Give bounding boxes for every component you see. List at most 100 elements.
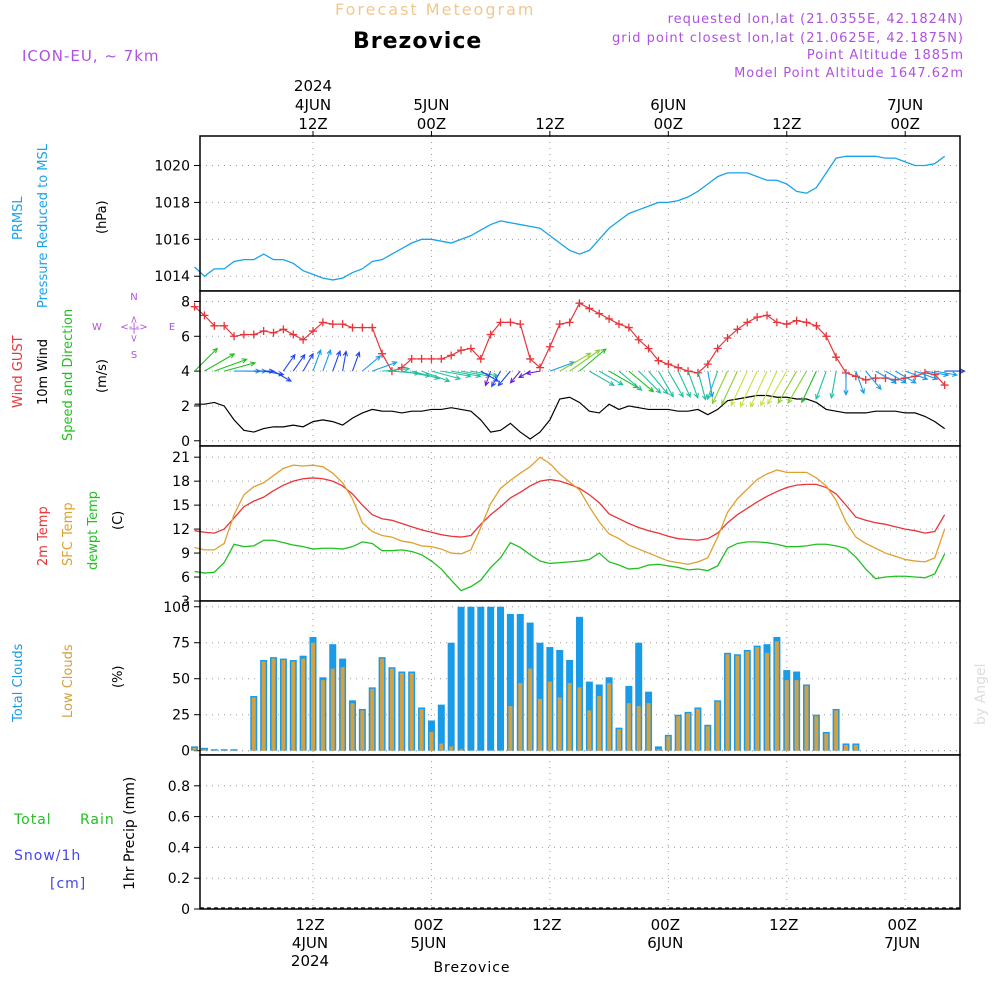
total-cloud-bar [536,642,544,751]
sfc-temp-line [194,456,946,565]
low-cloud-bar [508,706,513,751]
gust-marker [772,318,781,327]
low-cloud-bar [429,731,434,751]
wind-arrow [749,370,768,408]
y-tick-label: 15 [172,498,190,514]
low-cloud-bar [202,749,207,751]
wind-arrow [677,370,691,398]
gust-marker [911,372,920,381]
total-label: Total [13,812,52,828]
wind-arrow [351,351,361,372]
wind-arrow [372,361,398,372]
time-label: 5JUN [413,96,449,114]
gust-marker [259,327,268,336]
low-cloud-bar [281,660,286,751]
y-tick-label: 100 [163,600,190,616]
low-cloud-bar [695,708,700,751]
gust-marker [466,344,475,353]
low-cloud-bar [814,716,819,751]
temperature-panel: 3 6 9 12 15 18 21 [172,445,961,610]
low-cloud-bar [646,703,651,751]
time-label: 12Z [295,916,324,934]
gust-marker [299,335,308,344]
gust-marker [575,299,584,308]
wind-arrow [905,370,929,381]
y-tick-label: 0.2 [168,871,190,887]
total-clouds-label: Total Clouds [11,643,26,723]
low-cloud-bar [419,708,424,751]
wind-arrow [204,353,236,372]
wind-arrow [638,370,662,394]
model-label: ICON-EU, ~ 7km [22,47,160,65]
time-label: 4JUN [292,934,328,952]
wind-arrow [934,370,959,377]
gust-marker [230,332,239,341]
gust-marker [792,316,801,325]
wind-arrow [431,370,462,381]
low-cloud-bar [804,685,809,751]
gust-marker [190,302,199,311]
low-cloud-bar [774,641,779,751]
watermark: by Angel [973,664,989,725]
time-label: 00Z [651,916,680,934]
wind-unit-label: (m/s) [95,359,110,393]
wind-arrow [895,370,917,384]
gust-marker [328,320,337,329]
wind-speed-dir-label: Speed and Direction [61,309,76,441]
gust-marker [585,304,594,313]
wind-arrow [721,370,738,406]
wind-arrow [885,370,907,384]
low-cloud-bar [676,716,681,751]
low-cloud-bar [360,710,365,751]
low-clouds-label: Low Clouds [61,644,76,718]
gridpoint-coords: grid point closest lon,lat (21.0625E, 42… [612,31,964,46]
wind-arrow [801,370,817,404]
low-cloud-bar [656,749,661,751]
temp2m-label: 2m Temp [36,506,51,566]
dewpt-line [194,539,946,592]
gust-marker [447,351,456,360]
gust-marker [200,311,209,320]
low-cloud-bar [705,726,710,751]
gust-marker [269,328,278,337]
low-cloud-bar [745,651,750,751]
sfc-temp-label: SFC Temp [61,502,76,566]
gust-marker [397,363,406,372]
cloud-unit-label: (%) [111,666,126,689]
gust-marker [940,381,949,390]
wind-arrow [760,370,778,407]
wind-arrow [730,370,748,407]
gust-marker [496,318,505,327]
gust-marker [733,325,742,334]
low-cloud-bar [834,710,839,751]
wind-arrow [618,370,643,391]
gust-marker [457,346,466,355]
time-label: 5JUN [410,934,446,952]
y-tick-label: 1018 [154,195,190,211]
y-tick-label: 12 [172,522,190,538]
gust-marker [851,372,860,381]
pressure-msl-label: Pressure Reduced to MSL [36,143,51,308]
gust-marker [249,330,258,339]
low-cloud-bar [409,672,414,751]
wind-arrow [491,370,502,388]
gust-marker [516,320,525,329]
gust-marker [763,311,772,320]
dir-s: S [131,350,137,361]
y-tick-label: 0.4 [168,840,190,856]
gust-marker [368,323,377,332]
gust-marker [920,368,929,377]
gust-marker [871,374,880,383]
gust-marker [378,349,387,358]
low-cloud-bar [626,703,631,751]
time-label: 6JUN [650,96,686,114]
gust-marker [802,318,811,327]
gust-marker [595,309,604,318]
wind-arrow [361,355,382,372]
bottom-caption: Brezovice [433,960,510,976]
low-cloud-bar [350,703,355,751]
low-cloud-bar [370,688,375,751]
